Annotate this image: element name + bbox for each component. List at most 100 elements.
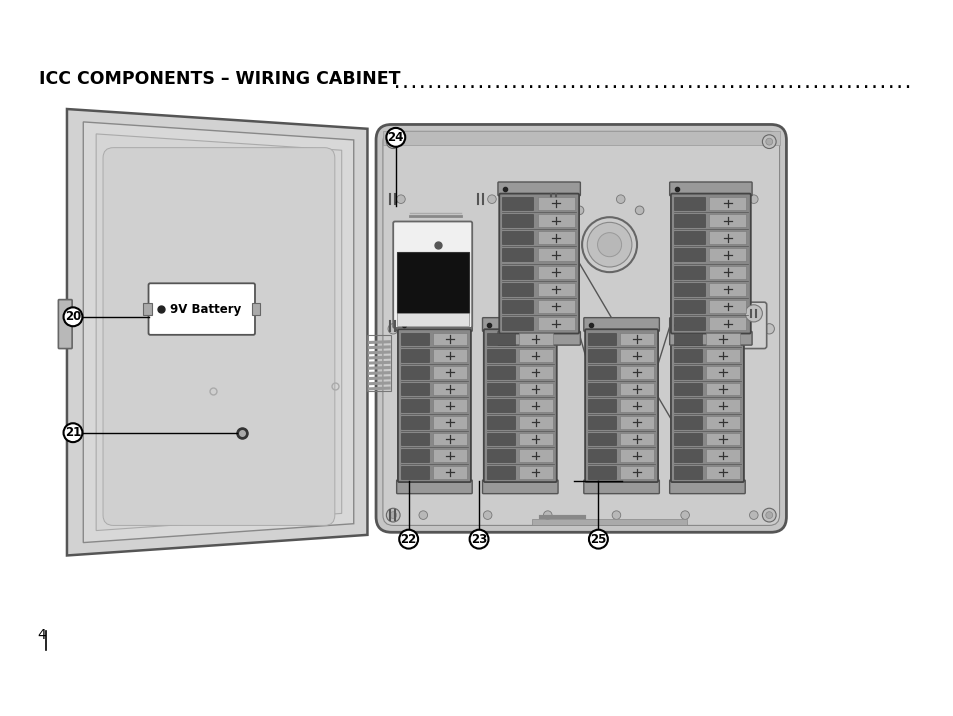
Bar — [143, 303, 152, 315]
Bar — [587, 466, 616, 479]
Circle shape — [575, 206, 583, 215]
Circle shape — [749, 195, 758, 203]
Circle shape — [680, 511, 689, 519]
FancyBboxPatch shape — [670, 329, 743, 482]
Bar — [673, 416, 701, 429]
Bar — [486, 400, 515, 412]
FancyBboxPatch shape — [740, 302, 766, 349]
Circle shape — [616, 195, 624, 203]
Bar — [486, 416, 515, 429]
Bar — [587, 400, 616, 412]
Circle shape — [749, 511, 758, 519]
Bar — [501, 300, 533, 313]
FancyBboxPatch shape — [396, 318, 472, 332]
Bar — [433, 382, 466, 395]
Bar — [709, 300, 745, 313]
Bar — [433, 466, 466, 479]
Text: 20: 20 — [65, 310, 81, 324]
Bar — [501, 266, 533, 279]
Circle shape — [765, 512, 772, 518]
FancyBboxPatch shape — [396, 480, 472, 493]
Bar — [673, 349, 701, 362]
Bar — [673, 283, 704, 296]
Bar — [366, 335, 391, 391]
Text: 4: 4 — [37, 628, 46, 642]
Bar — [518, 416, 552, 429]
Bar — [673, 366, 701, 379]
Bar — [705, 416, 740, 429]
Bar — [587, 332, 616, 345]
Bar — [673, 197, 704, 210]
Bar — [537, 317, 574, 330]
Bar — [705, 432, 740, 445]
Circle shape — [744, 305, 761, 322]
Bar — [705, 366, 740, 379]
Bar — [382, 131, 779, 145]
Circle shape — [612, 511, 620, 519]
Bar — [400, 382, 429, 395]
FancyBboxPatch shape — [669, 182, 751, 195]
Bar — [673, 432, 701, 445]
Bar — [400, 450, 429, 462]
Bar — [518, 332, 552, 345]
Bar — [673, 248, 704, 261]
Bar — [400, 400, 429, 412]
Bar — [619, 332, 654, 345]
FancyBboxPatch shape — [498, 193, 578, 334]
Text: 22: 22 — [400, 533, 416, 546]
FancyBboxPatch shape — [482, 480, 558, 493]
Circle shape — [64, 307, 82, 326]
Text: 9V Battery: 9V Battery — [171, 303, 241, 316]
Bar — [705, 382, 740, 395]
Bar — [433, 349, 466, 362]
Circle shape — [64, 423, 82, 442]
FancyBboxPatch shape — [393, 221, 472, 328]
Bar — [501, 248, 533, 261]
Circle shape — [390, 138, 396, 145]
Text: 21: 21 — [65, 426, 81, 439]
Text: 24: 24 — [387, 131, 403, 144]
Bar — [619, 400, 654, 412]
Bar — [673, 300, 704, 313]
Bar — [486, 332, 515, 345]
Bar — [537, 197, 574, 210]
Bar — [396, 251, 468, 314]
Bar — [587, 366, 616, 379]
Bar — [709, 317, 745, 330]
Bar — [433, 432, 466, 445]
Bar — [518, 400, 552, 412]
Circle shape — [587, 223, 631, 267]
Bar — [537, 300, 574, 313]
FancyBboxPatch shape — [669, 480, 744, 493]
Bar — [587, 349, 616, 362]
FancyBboxPatch shape — [583, 480, 659, 493]
Text: 25: 25 — [590, 533, 606, 546]
Bar — [400, 432, 429, 445]
Bar — [433, 366, 466, 379]
Circle shape — [761, 135, 776, 148]
FancyBboxPatch shape — [669, 318, 744, 332]
Text: ICC COMPONENTS – WIRING CABINET: ICC COMPONENTS – WIRING CABINET — [38, 70, 399, 88]
Bar — [433, 416, 466, 429]
Circle shape — [635, 206, 643, 215]
Bar — [673, 450, 701, 462]
FancyBboxPatch shape — [103, 147, 335, 526]
Text: ..............................................................: ........................................… — [393, 77, 911, 91]
Bar — [400, 416, 429, 429]
Bar — [619, 349, 654, 362]
Circle shape — [543, 511, 552, 519]
Bar — [705, 332, 740, 345]
FancyBboxPatch shape — [482, 318, 558, 332]
Polygon shape — [67, 109, 367, 556]
Circle shape — [761, 508, 776, 522]
Bar — [433, 450, 466, 462]
Circle shape — [390, 512, 396, 518]
Bar — [486, 432, 515, 445]
Circle shape — [396, 195, 405, 203]
Bar — [619, 466, 654, 479]
Circle shape — [681, 195, 690, 203]
FancyBboxPatch shape — [58, 299, 72, 349]
Bar — [673, 266, 704, 279]
Bar — [400, 332, 429, 345]
Circle shape — [469, 530, 488, 548]
